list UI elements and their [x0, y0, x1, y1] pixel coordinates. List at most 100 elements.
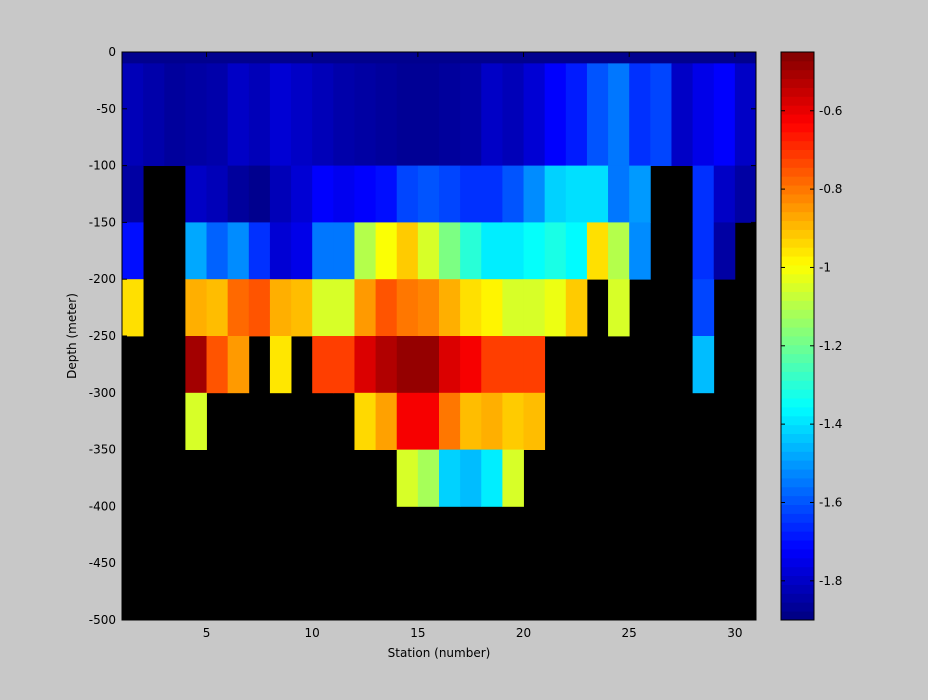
heatmap-cell [650, 52, 672, 64]
heatmap-cell [269, 336, 292, 394]
y-axis-label: Depth (meter) [65, 293, 79, 379]
heatmap-cell [248, 222, 271, 280]
heatmap-cell [439, 52, 461, 64]
heatmap-cell [185, 165, 207, 223]
y-tick-label: -50 [96, 102, 116, 116]
heatmap-cell [354, 52, 376, 64]
heatmap-cell [312, 63, 334, 166]
heatmap-cell [439, 63, 461, 166]
heatmap-cell [417, 336, 440, 394]
heatmap-cell [375, 52, 398, 64]
heatmap-cell [692, 52, 715, 64]
heatmap-cell [502, 63, 524, 166]
colorbar-swatch [781, 602, 814, 612]
heatmap-cell [375, 63, 398, 166]
heatmap-cell [269, 279, 292, 337]
colorbar-swatch [781, 229, 814, 239]
colorbar-swatch [781, 486, 814, 497]
heatmap-cell [354, 165, 376, 223]
heatmap-cell [608, 52, 630, 64]
heatmap-cell [227, 222, 250, 280]
heatmap-cell [206, 222, 229, 280]
heatmap-cell [333, 222, 355, 280]
heatmap-cell [481, 165, 503, 223]
heatmap-cell [333, 52, 355, 64]
colorbar-swatch [781, 611, 814, 621]
colorbar-swatch [781, 78, 814, 88]
y-tick-label: -400 [89, 499, 116, 513]
heatmap-cell [396, 336, 419, 394]
heatmap-cell [417, 449, 440, 507]
y-tick-label: -150 [89, 215, 116, 229]
heatmap-cell [248, 52, 271, 64]
heatmap-cell [143, 52, 165, 64]
heatmap-cell [544, 52, 567, 64]
heatmap-cell [439, 165, 461, 223]
heatmap-cell [523, 63, 546, 166]
heatmap-cell [439, 279, 461, 337]
heatmap-cell [565, 165, 588, 223]
colorbar-swatch [781, 549, 814, 559]
heatmap-cell [185, 336, 207, 394]
heatmap-cell [565, 52, 588, 64]
heatmap-cell [291, 222, 313, 280]
heatmap-cell [629, 222, 651, 280]
colorbar-tick-label: -1.6 [819, 495, 842, 509]
heatmap-cell [417, 222, 440, 280]
colorbar [780, 51, 815, 621]
colorbar-swatch [781, 318, 814, 328]
heatmap-cell [227, 52, 250, 64]
heatmap-cell [375, 392, 398, 450]
colorbar-swatch [781, 540, 814, 550]
x-tick-label: 20 [516, 626, 531, 640]
heatmap-cell [417, 63, 440, 166]
colorbar-swatch [781, 451, 814, 461]
colorbar-swatch [781, 220, 814, 230]
heatmap-cell [206, 52, 229, 64]
heatmap-cell [312, 279, 334, 337]
colorbar-swatch [781, 291, 814, 301]
y-axis-ticks: 0 -50 -100 -150 -200 -250 -300 -350 -400 -450 -500 [89, 45, 756, 627]
x-tick-label: 10 [305, 626, 320, 640]
colorbar-swatch [781, 131, 814, 142]
heatmap-cell [671, 52, 693, 64]
heatmap-cell [269, 222, 292, 280]
heatmap-cell [312, 336, 334, 394]
colorbar-tick-label: -1.2 [819, 339, 842, 353]
heatmap-cell [396, 392, 419, 450]
colorbar-swatch [781, 265, 814, 275]
heatmap-cell [291, 63, 313, 166]
heatmap-cell [692, 222, 715, 280]
y-tick-label: -350 [89, 443, 116, 457]
heatmap-cell [333, 63, 355, 166]
heatmap-cell [713, 63, 736, 166]
heatmap-cell [396, 222, 419, 280]
heatmap-cell [227, 63, 250, 166]
heatmap-cell [502, 279, 524, 337]
x-tick-label: 30 [727, 626, 742, 640]
heatmap-cell [185, 52, 207, 64]
heatmap-cell [544, 63, 567, 166]
heatmap-cell [185, 222, 207, 280]
colorbar-swatch [781, 300, 814, 310]
heatmap-cell [481, 449, 503, 507]
heatmap-cell [586, 165, 609, 223]
colorbar-swatch [781, 504, 814, 514]
heatmap-cell [122, 279, 144, 337]
heatmap-cell [206, 63, 229, 166]
heatmap-cell [375, 279, 398, 337]
colorbar-swatch [781, 469, 814, 479]
heatmap-cell [608, 165, 630, 223]
colorbar-swatch [781, 495, 814, 506]
x-axis-ticks: 5 10 15 20 25 30 [203, 52, 743, 640]
heatmap-cell [312, 165, 334, 223]
colorbar-swatch [781, 273, 814, 284]
colorbar-swatch [781, 149, 814, 159]
heatmap-cell [608, 222, 630, 280]
heatmap-cell [713, 222, 736, 280]
heatmap-cell [248, 63, 271, 166]
colorbar-swatch [781, 167, 814, 177]
heatmap-cell [439, 336, 461, 394]
heatmap-cells [122, 52, 757, 620]
heatmap-cell [586, 222, 609, 280]
